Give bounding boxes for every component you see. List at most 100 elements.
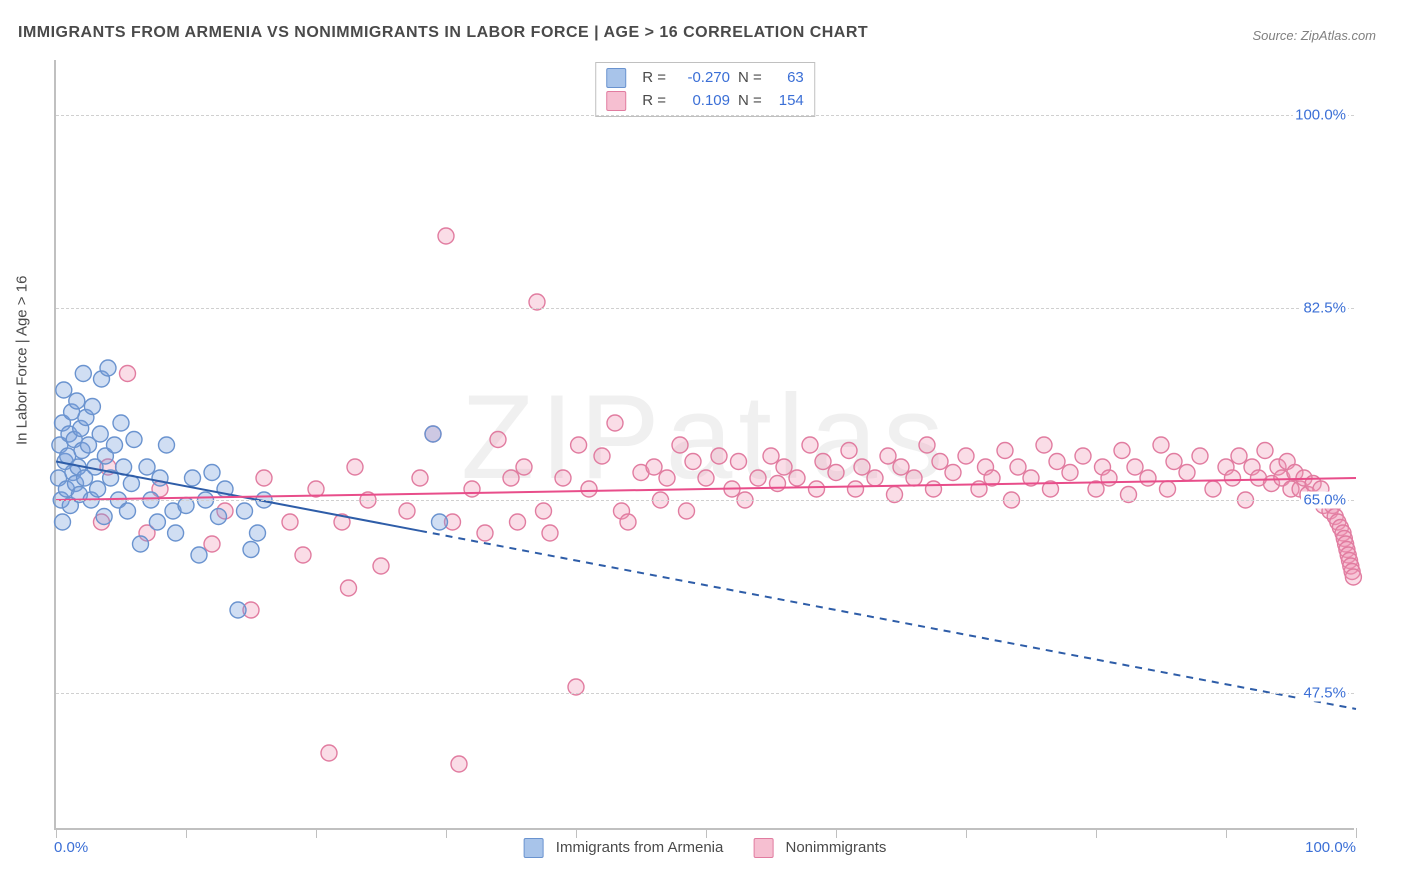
swatch-series-1: [606, 68, 626, 88]
data-point: [536, 503, 552, 519]
data-point: [776, 459, 792, 475]
data-point: [56, 382, 72, 398]
data-point: [594, 448, 610, 464]
x-tick: [446, 828, 447, 838]
data-point: [802, 437, 818, 453]
data-point: [126, 432, 142, 448]
data-point: [282, 514, 298, 530]
x-tick: [966, 828, 967, 838]
data-point: [1049, 454, 1065, 470]
data-point: [432, 514, 448, 530]
data-point: [149, 514, 165, 530]
x-axis-label-left: 0.0%: [54, 839, 88, 856]
data-point: [770, 476, 786, 492]
swatch-bottom-1: [524, 838, 544, 858]
data-point: [425, 426, 441, 442]
data-point: [958, 448, 974, 464]
data-point: [250, 525, 266, 541]
data-point: [711, 448, 727, 464]
y-tick-label: 47.5%: [1301, 684, 1348, 701]
data-point: [168, 525, 184, 541]
data-point: [90, 481, 106, 497]
data-point: [399, 503, 415, 519]
data-point: [373, 558, 389, 574]
data-point: [204, 536, 220, 552]
legend-label-1: Immigrants from Armenia: [556, 839, 724, 856]
data-point: [607, 415, 623, 431]
r-value-1: -0.270: [674, 67, 730, 90]
data-point: [867, 470, 883, 486]
data-point: [1166, 454, 1182, 470]
x-tick: [186, 828, 187, 838]
chart-title: IMMIGRANTS FROM ARMENIA VS NONIMMIGRANTS…: [18, 24, 868, 42]
data-point: [672, 437, 688, 453]
data-point: [152, 470, 168, 486]
data-point: [69, 393, 85, 409]
data-point: [341, 580, 357, 596]
bottom-legend: Immigrants from Armenia Nonimmigrants: [524, 838, 887, 858]
data-point: [96, 509, 112, 525]
data-point: [412, 470, 428, 486]
gridline: [56, 308, 1354, 309]
data-point: [211, 509, 227, 525]
data-point: [679, 503, 695, 519]
swatch-bottom-2: [753, 838, 773, 858]
data-point: [1036, 437, 1052, 453]
x-axis-label-right: 100.0%: [1305, 839, 1356, 856]
data-point: [55, 514, 71, 530]
data-point: [92, 426, 108, 442]
data-point: [243, 542, 259, 558]
swatch-series-2: [606, 91, 626, 111]
gridline: [56, 693, 1354, 694]
data-point: [120, 366, 136, 382]
data-point: [542, 525, 558, 541]
data-point: [451, 756, 467, 772]
data-point: [1179, 465, 1195, 481]
data-point: [1192, 448, 1208, 464]
x-tick: [1356, 828, 1357, 838]
correlation-legend: R = -0.270 N = 63 R = 0.109 N = 154: [595, 62, 815, 117]
data-point: [698, 470, 714, 486]
data-point: [620, 514, 636, 530]
data-point: [789, 470, 805, 486]
trend-line-dashed: [420, 531, 1356, 709]
data-point: [1205, 481, 1221, 497]
data-point: [1257, 443, 1273, 459]
data-point: [84, 399, 100, 415]
legend-label-2: Nonimmigrants: [786, 839, 887, 856]
data-point: [1075, 448, 1091, 464]
data-point: [75, 366, 91, 382]
source-label: Source: ZipAtlas.com: [1252, 28, 1376, 43]
data-point: [906, 470, 922, 486]
legend-row-2: R = 0.109 N = 154: [606, 90, 804, 113]
data-point: [510, 514, 526, 530]
r-label: R =: [642, 90, 666, 113]
legend-item-1: Immigrants from Armenia: [524, 838, 724, 858]
data-point: [139, 459, 155, 475]
data-point: [295, 547, 311, 563]
data-point: [685, 454, 701, 470]
y-axis-title: In Labor Force | Age > 16: [14, 276, 31, 445]
legend-row-1: R = -0.270 N = 63: [606, 67, 804, 90]
data-point: [256, 470, 272, 486]
data-point: [237, 503, 253, 519]
data-point: [490, 432, 506, 448]
data-point: [185, 470, 201, 486]
data-point: [1160, 481, 1176, 497]
y-tick-label: 82.5%: [1301, 299, 1348, 316]
n-label: N =: [738, 67, 762, 90]
data-point: [555, 470, 571, 486]
data-point: [997, 443, 1013, 459]
data-point: [113, 415, 129, 431]
data-point: [750, 470, 766, 486]
data-point: [809, 481, 825, 497]
x-tick: [576, 828, 577, 838]
data-point: [133, 536, 149, 552]
x-tick: [56, 828, 57, 838]
plot-area: ZIPatlas R = -0.270 N = 63 R = 0.109 N =…: [54, 60, 1354, 830]
data-point: [503, 470, 519, 486]
data-point: [571, 437, 587, 453]
data-point: [932, 454, 948, 470]
x-tick: [316, 828, 317, 838]
data-point: [107, 437, 123, 453]
